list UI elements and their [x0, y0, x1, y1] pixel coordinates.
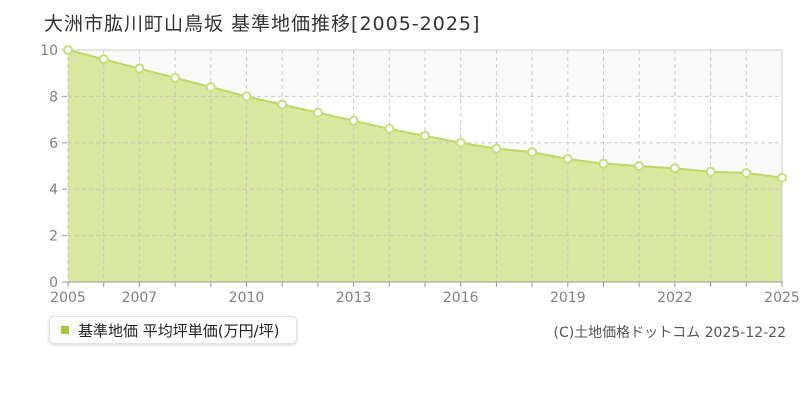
legend-label: 基準地価 平均坪単価(万円/坪)	[78, 321, 280, 340]
data-point-2021[interactable]	[634, 161, 645, 171]
x-axis-tick-label: 2025	[764, 290, 800, 306]
data-point-2012[interactable]	[312, 107, 323, 118]
y-axis-tick-label: 8	[49, 89, 58, 105]
x-axis-tick-label: 2022	[657, 290, 693, 306]
data-point-2006[interactable]	[98, 54, 109, 65]
data-point-2023[interactable]	[705, 166, 716, 177]
copyright-text: (C)土地価格ドットコム 2025-12-22	[553, 325, 786, 341]
data-point-2013[interactable]	[348, 115, 359, 126]
data-point-2008[interactable]	[170, 72, 181, 83]
x-axis-tick-label: 2010	[229, 290, 265, 306]
y-axis-tick-label: 2	[49, 229, 58, 245]
data-point-2014[interactable]	[384, 123, 395, 134]
legend: 基準地価 平均坪単価(万円/坪)	[49, 316, 297, 344]
y-axis-tick-label: 4	[49, 182, 58, 198]
data-point-2018[interactable]	[527, 147, 538, 158]
chart-title: 大洲市肱川町山鳥坂 基準地価推移[2005-2025]	[44, 13, 481, 35]
data-point-2009[interactable]	[205, 82, 216, 93]
x-axis-tick-label: 2005	[50, 290, 86, 306]
data-point-2016[interactable]	[455, 137, 466, 148]
legend-marker-square-icon	[61, 326, 69, 334]
x-axis-tick-label: 2007	[122, 290, 158, 306]
data-point-2019[interactable]	[562, 154, 573, 165]
y-axis-tick-label: 0	[49, 275, 58, 291]
data-point-2020[interactable]	[598, 158, 609, 169]
data-point-2011[interactable]	[277, 99, 288, 110]
x-axis-tick-label: 2013	[336, 290, 372, 306]
x-axis-tick-label: 2016	[443, 290, 479, 306]
data-point-2015[interactable]	[420, 130, 430, 141]
y-axis-tick-label: 6	[49, 136, 58, 152]
x-axis-tick-label: 2019	[550, 290, 586, 306]
data-point-2010[interactable]	[241, 91, 252, 102]
data-point-2022[interactable]	[669, 163, 680, 174]
data-point-2017[interactable]	[491, 143, 502, 154]
price-trend-chart: 2005 2007 2010 2013 2016 2019 2022 2025 0 2 4 6 8 10	[40, 43, 800, 306]
data-point-2005[interactable]	[63, 45, 73, 55]
data-point-2007[interactable]	[134, 63, 145, 74]
data-point-2024[interactable]	[741, 167, 752, 178]
data-point-2025[interactable]	[777, 172, 787, 183]
y-axis-tick-label: 10	[40, 43, 58, 59]
